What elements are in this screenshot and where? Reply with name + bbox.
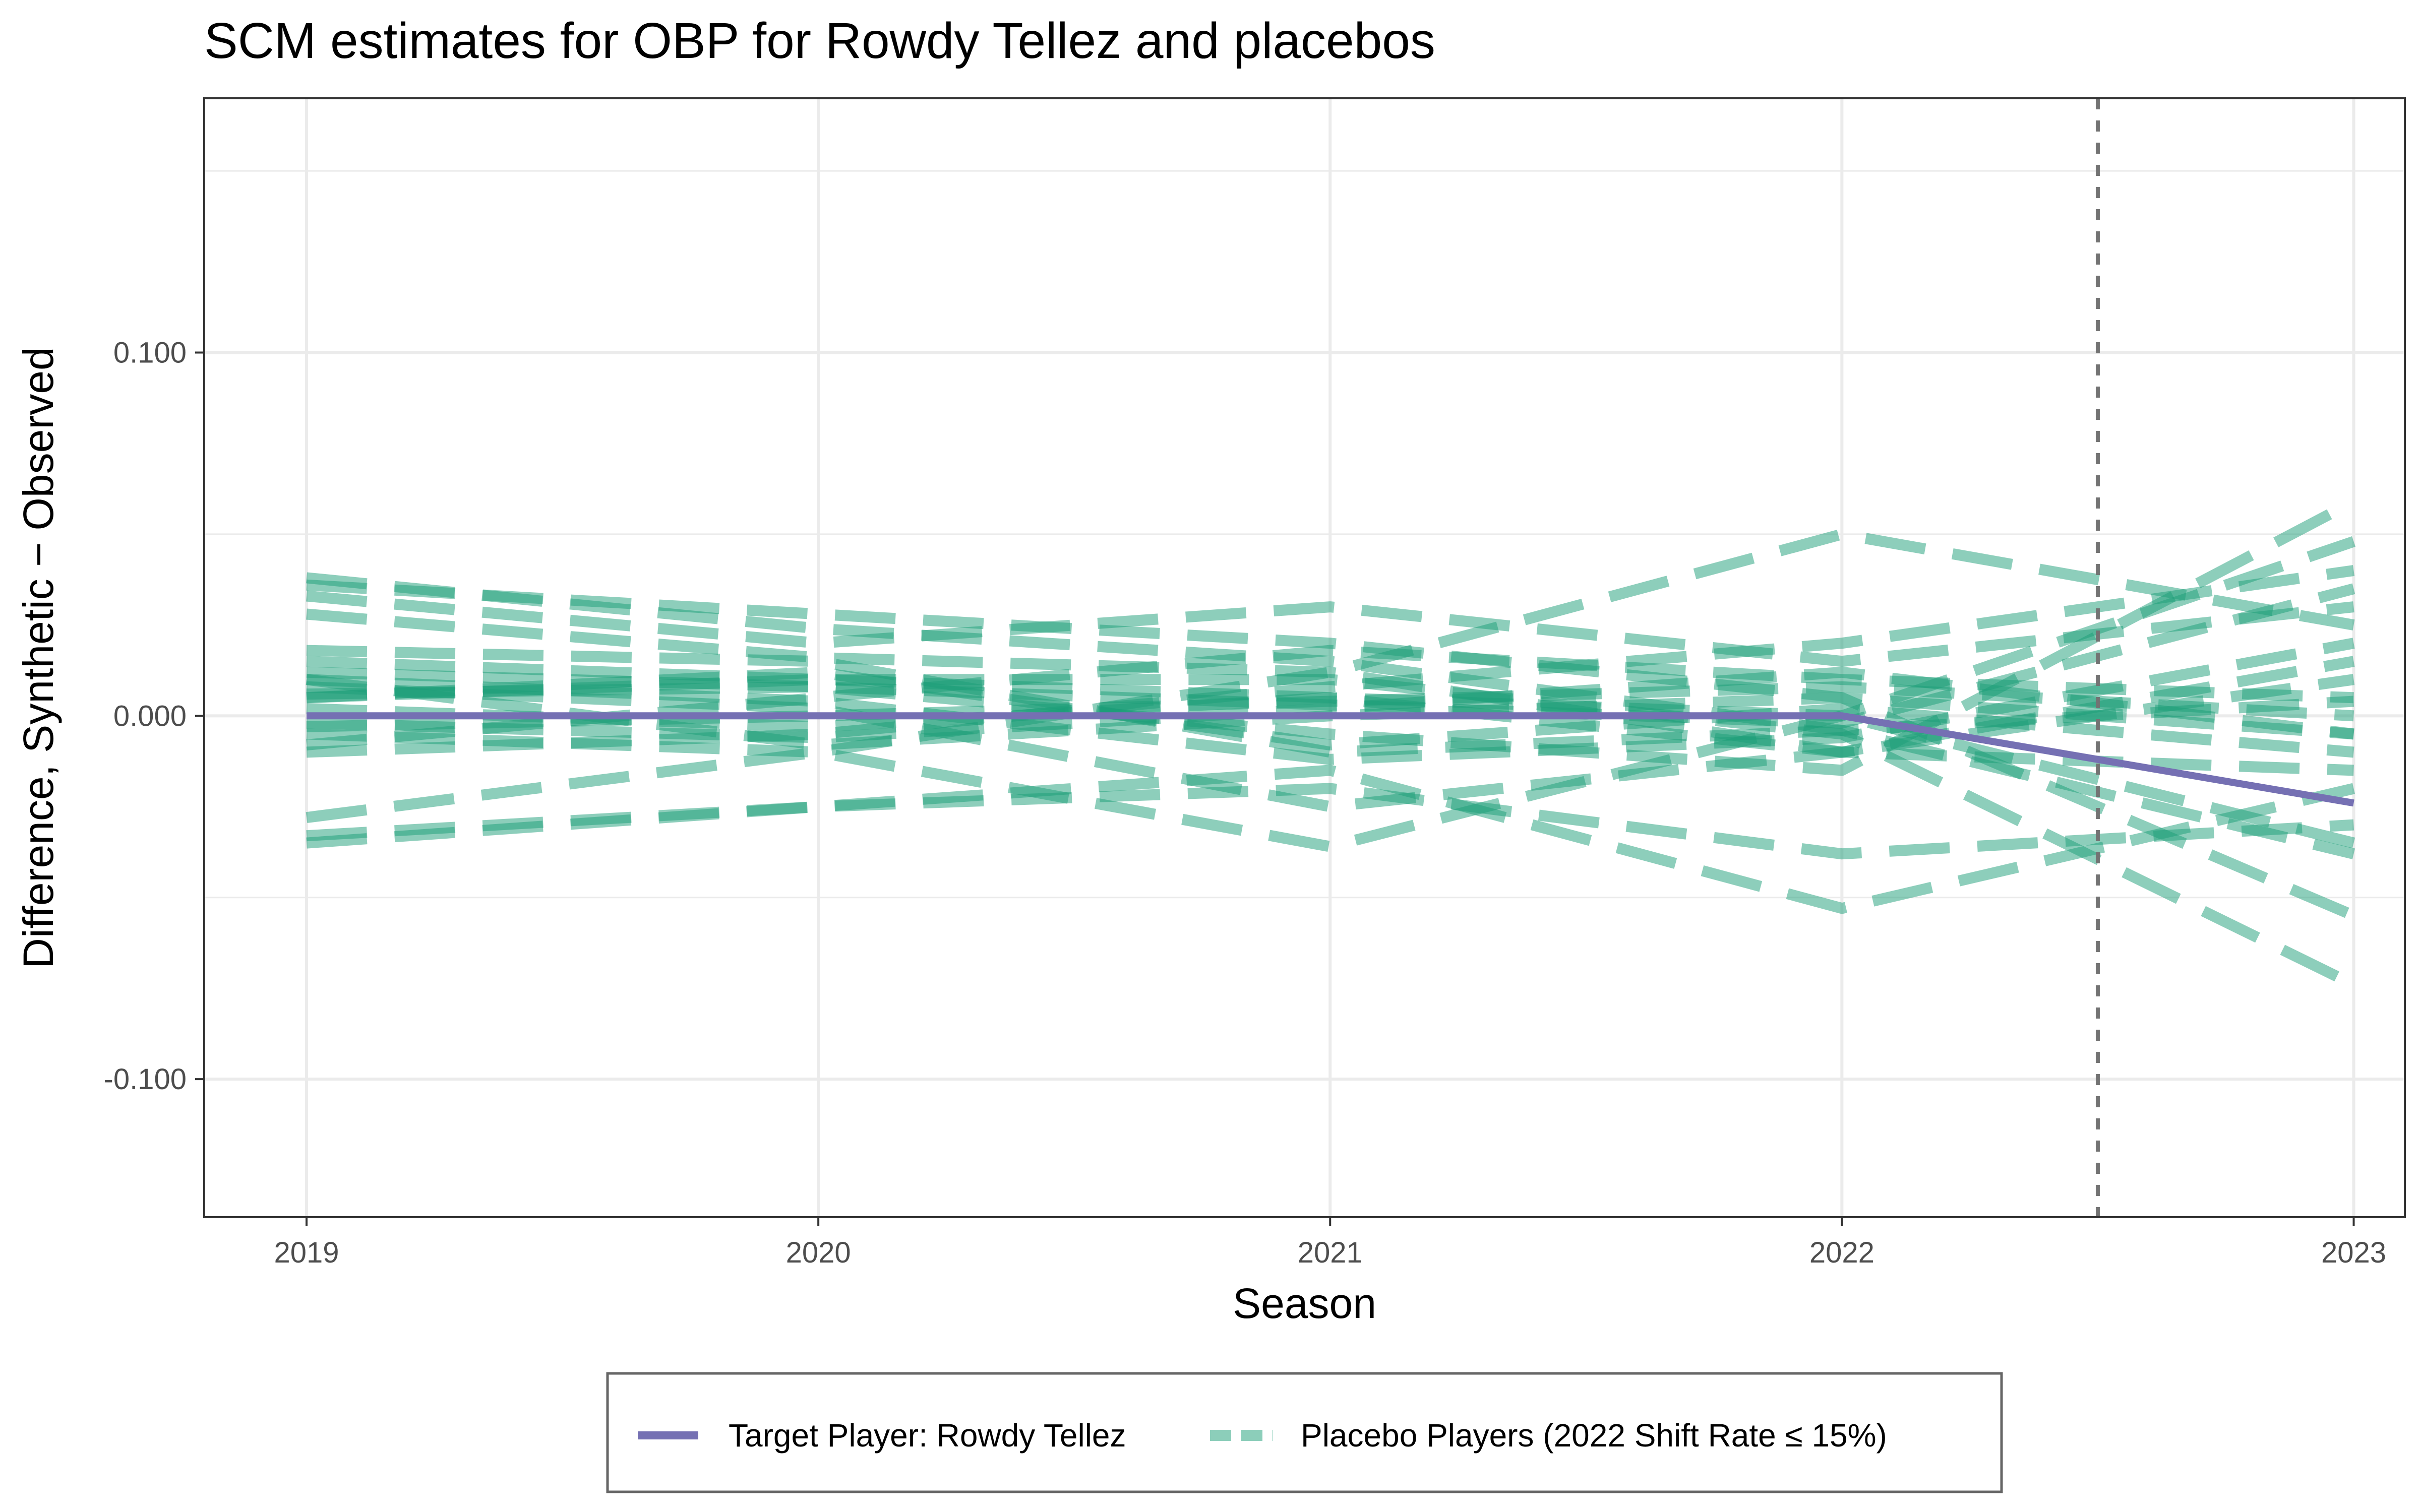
x-axis-title: Season [1233, 1280, 1376, 1327]
legend-label-placebo: Placebo Players (2022 Shift Rate ≤ 15%) [1301, 1417, 1887, 1454]
placebo-series-line [306, 638, 2355, 765]
y-axis: -0.100 0.000 0.100 [104, 337, 204, 1096]
placebo-series-line [306, 590, 2354, 667]
x-axis: 2019 2020 2021 2022 2023 [274, 1217, 2386, 1269]
chart-title: SCM estimates for OBP for Rowdy Tellez a… [204, 13, 1435, 69]
y-tick-label: 0.100 [113, 337, 187, 369]
x-tick-label: 2021 [1298, 1236, 1363, 1269]
placebo-series-line [306, 783, 2354, 860]
placebo-series-line [306, 565, 2355, 758]
x-tick-label: 2020 [786, 1236, 851, 1269]
placebo-series-line [306, 645, 2354, 750]
y-tick-label: 0.000 [113, 700, 187, 732]
placebo-series-line [306, 645, 2355, 859]
plot-panel-border [203, 97, 2406, 1218]
plot-panel [203, 97, 2406, 1218]
placebo-series-line [306, 674, 2356, 990]
legend-label-target: Target Player: Rowdy Tellez [729, 1417, 1126, 1454]
target-series-line [307, 712, 2354, 807]
x-tick-label: 2023 [2321, 1236, 2386, 1269]
placebo-series-line [306, 765, 2355, 914]
placebo-series-line [306, 583, 2355, 729]
y-axis-title: Difference, Synthetic − Observed [15, 347, 62, 968]
legend: Target Player: Rowdy Tellez Placebo Play… [606, 1372, 2003, 1493]
x-tick-label: 2022 [1809, 1236, 1874, 1269]
y-tick-label: -0.100 [104, 1063, 187, 1096]
x-tick-label: 2019 [274, 1236, 339, 1269]
minor-gridlines [204, 170, 2405, 899]
legend-box [606, 1372, 2003, 1493]
placebo-series-line [306, 710, 2355, 852]
placebo-series-line [306, 666, 2354, 758]
